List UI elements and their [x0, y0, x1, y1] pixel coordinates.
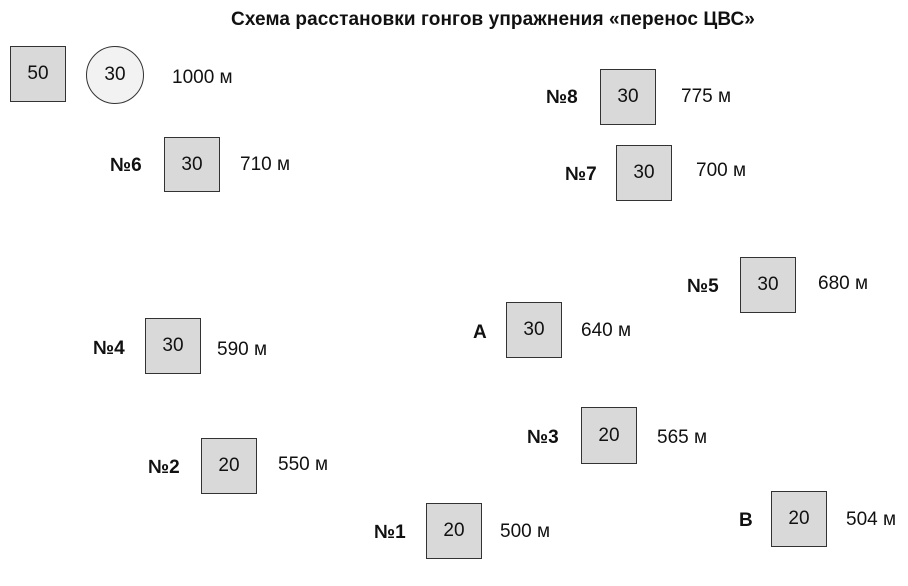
distance-n4: 590 м	[217, 339, 268, 360]
gong-n3: 20	[581, 407, 637, 464]
page-title: Схема расстановки гонгов упражнения «пер…	[231, 9, 755, 30]
gong-b: 20	[771, 491, 827, 547]
gong-30-circle: 30	[86, 46, 144, 104]
target-label-n5: №5	[687, 276, 719, 297]
distance-n3: 565 м	[657, 427, 708, 448]
distance-n2: 550 м	[278, 454, 329, 475]
target-label-a: A	[473, 322, 487, 343]
gong-50-square: 50	[10, 46, 66, 102]
gong-n7: 30	[616, 145, 672, 201]
distance-n8: 775 м	[681, 86, 732, 107]
target-label-n3: №3	[527, 427, 559, 448]
target-label-n6: №6	[110, 155, 142, 176]
gong-n8: 30	[600, 69, 656, 125]
distance-a: 640 м	[581, 320, 632, 341]
target-label-n8: №8	[546, 87, 578, 108]
target-label-b: B	[739, 510, 753, 531]
gong-n1: 20	[426, 503, 482, 559]
distance-b: 504 м	[846, 509, 897, 530]
distance-n1: 500 м	[500, 521, 551, 542]
gong-n5: 30	[740, 257, 796, 313]
target-label-n2: №2	[148, 457, 180, 478]
gong-n4: 30	[145, 318, 201, 374]
target-label-n4: №4	[93, 338, 125, 359]
target-label-n7: №7	[565, 164, 597, 185]
gong-n6: 30	[164, 137, 220, 192]
gong-a: 30	[506, 302, 562, 358]
distance-1000: 1000 м	[172, 67, 233, 88]
distance-n6: 710 м	[240, 154, 291, 175]
distance-n5: 680 м	[818, 273, 869, 294]
distance-n7: 700 м	[696, 160, 747, 181]
target-label-n1: №1	[374, 522, 406, 543]
gong-n2: 20	[201, 438, 257, 494]
